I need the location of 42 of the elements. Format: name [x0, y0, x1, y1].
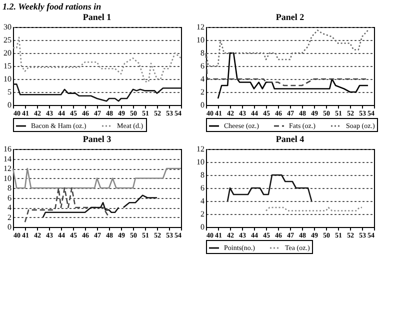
line-series — [226, 174, 312, 202]
y-tick-label: 30 — [4, 22, 12, 32]
y-tick-label: 0 — [200, 222, 204, 232]
y-tick-label: 10 — [196, 36, 204, 44]
line-series — [205, 52, 369, 86]
y-tick-label: 0 — [200, 100, 204, 110]
y-tick-label: 4 — [200, 74, 204, 84]
line-series — [12, 36, 182, 82]
y-tick-label: 8 — [200, 48, 204, 58]
y-tick-label: 2 — [8, 212, 12, 222]
y-tick-label: 25 — [4, 36, 12, 44]
y-tick-label: 6 — [200, 62, 204, 70]
y-tick-label: 12 — [196, 22, 204, 32]
y-tick-label: 8 — [8, 184, 12, 192]
chart-title: Panel 4 — [276, 134, 305, 144]
y-tick-label: 20 — [4, 48, 12, 58]
y-tick-label: 10 — [4, 174, 12, 183]
y-tick-label: 12 — [196, 144, 204, 154]
y-tick-label: 6 — [8, 193, 12, 202]
text: 1.2. Weekly food rations in — [2, 2, 102, 12]
chart-title: Panel 1 — [82, 12, 112, 22]
line-series — [12, 84, 182, 102]
line-series — [217, 52, 369, 100]
y-tick-label: 4 — [200, 196, 204, 206]
y-tick-label: 15 — [4, 62, 12, 70]
y-tick-label: 2 — [200, 210, 204, 218]
line-series — [205, 30, 369, 67]
chart-title: Panel 2 — [276, 12, 305, 22]
line-series — [24, 187, 110, 223]
y-tick-label: 2 — [200, 88, 204, 96]
y-tick-label: 5 — [8, 88, 12, 96]
y-tick-label: 10 — [196, 158, 204, 166]
y-tick-label: 6 — [200, 184, 204, 192]
y-tick-label: 0 — [8, 100, 12, 110]
y-tick-label: 16 — [4, 144, 12, 154]
y-tick-label: 4 — [8, 203, 12, 212]
y-tick-label: 8 — [200, 170, 204, 180]
y-tick-label: 0 — [8, 222, 12, 232]
y-tick-label: 10 — [4, 74, 12, 84]
chart-title: Panel 3 — [82, 134, 112, 144]
y-tick-label: 14 — [4, 154, 12, 164]
y-tick-label: 12 — [4, 164, 12, 173]
